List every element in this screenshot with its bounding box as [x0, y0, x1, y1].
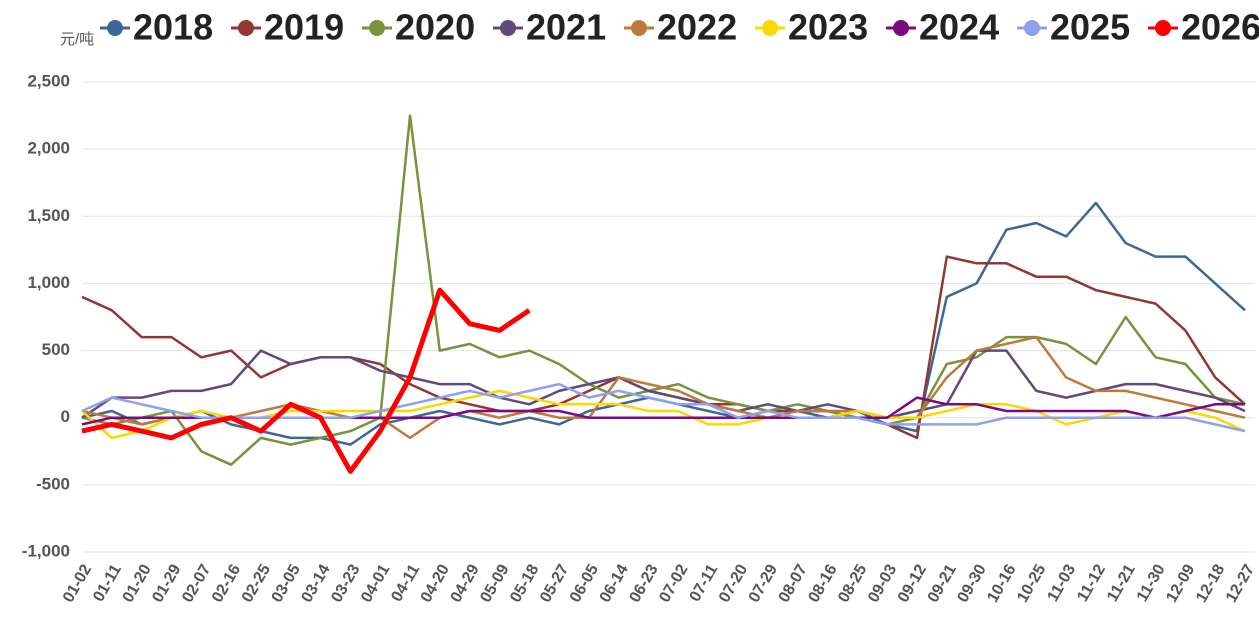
y-tick-label: 0 — [61, 407, 70, 426]
x-tick-label: 04-29 — [448, 562, 483, 606]
legend-marker — [369, 20, 385, 36]
y-tick-label: -500 — [36, 474, 70, 493]
x-tick-label: 05-27 — [537, 562, 572, 606]
x-tick-label: 12-18 — [1193, 562, 1228, 606]
legend-marker — [1024, 20, 1040, 36]
x-tick-label: 01-02 — [60, 562, 95, 606]
x-tick-label: 08-25 — [835, 562, 870, 606]
legend-marker — [107, 20, 123, 36]
y-tick-label: 1,500 — [27, 206, 70, 225]
legend-marker — [238, 20, 254, 36]
x-tick-label: 04-01 — [358, 562, 393, 606]
x-tick-label: 04-11 — [388, 562, 423, 605]
legend-marker — [500, 20, 516, 36]
line-series — [81, 201, 1246, 446]
x-tick-label: 02-07 — [179, 562, 214, 606]
legend-label: 2020 — [395, 7, 475, 48]
y-tick-label: 2,000 — [27, 139, 70, 158]
x-tick-label: 02-16 — [209, 562, 244, 606]
x-tick-label: 12-09 — [1163, 562, 1198, 606]
x-tick-label: 10-16 — [984, 562, 1019, 606]
x-tick-label: 06-23 — [627, 562, 662, 606]
legend-marker — [762, 20, 778, 36]
legend-label: 2026 — [1181, 7, 1259, 48]
x-tick-label: 08-07 — [776, 562, 811, 606]
legend-label: 2023 — [788, 7, 868, 48]
x-tick-label: 05-09 — [477, 562, 512, 606]
line-series — [81, 335, 1246, 440]
x-tick-label: 09-03 — [865, 562, 900, 606]
x-tick-label: 11-03 — [1044, 562, 1079, 605]
x-tick-label: 01-11 — [90, 562, 125, 605]
x-tick-label: 08-16 — [805, 562, 840, 606]
x-tick-label: 04-20 — [418, 562, 453, 606]
x-tick-label: 06-14 — [597, 562, 632, 606]
x-tick-label: 06-05 — [567, 562, 602, 606]
x-tick-label: 10-25 — [1014, 562, 1049, 606]
x-tick-label: 07-02 — [656, 562, 691, 606]
legend-label: 2019 — [264, 7, 344, 48]
x-tick-label: 07-11 — [687, 562, 722, 605]
line-series — [81, 349, 1246, 419]
legend-label: 2022 — [657, 7, 737, 48]
legend-marker — [893, 20, 909, 36]
x-tick-label: 03-05 — [269, 562, 304, 606]
y-tick-label: 500 — [42, 340, 70, 359]
y-tick-label: 1,000 — [27, 273, 70, 292]
x-tick-label: 03-23 — [328, 562, 363, 606]
x-tick-label: 07-20 — [716, 562, 751, 606]
legend-label: 2018 — [133, 7, 213, 48]
y-tick-label: 2,500 — [27, 71, 70, 90]
x-tick-label: 05-18 — [507, 562, 542, 606]
x-tick-label: 11-21 — [1104, 562, 1139, 605]
x-tick-label: 09-30 — [955, 562, 990, 606]
x-tick-label: 07-29 — [746, 562, 781, 606]
line-series — [81, 287, 531, 474]
x-tick-label: 09-21 — [925, 562, 960, 606]
legend-label: 2024 — [919, 7, 999, 48]
legend-marker — [1155, 20, 1171, 36]
x-tick-label: 12-27 — [1223, 562, 1258, 606]
y-tick-label: -1,000 — [22, 541, 70, 560]
legend-marker — [631, 20, 647, 36]
x-tick-label: 11-12 — [1074, 562, 1109, 605]
y-unit: 元/吨 — [60, 31, 94, 48]
x-tick-label: 02-25 — [239, 562, 274, 606]
x-tick-label: 09-12 — [895, 562, 930, 606]
legend-label: 2025 — [1050, 7, 1130, 48]
x-tick-label: 03-14 — [298, 562, 333, 606]
x-tick-label: 01-29 — [149, 562, 184, 606]
x-tick-label: 01-20 — [120, 562, 155, 606]
legend-label: 2021 — [526, 7, 606, 48]
